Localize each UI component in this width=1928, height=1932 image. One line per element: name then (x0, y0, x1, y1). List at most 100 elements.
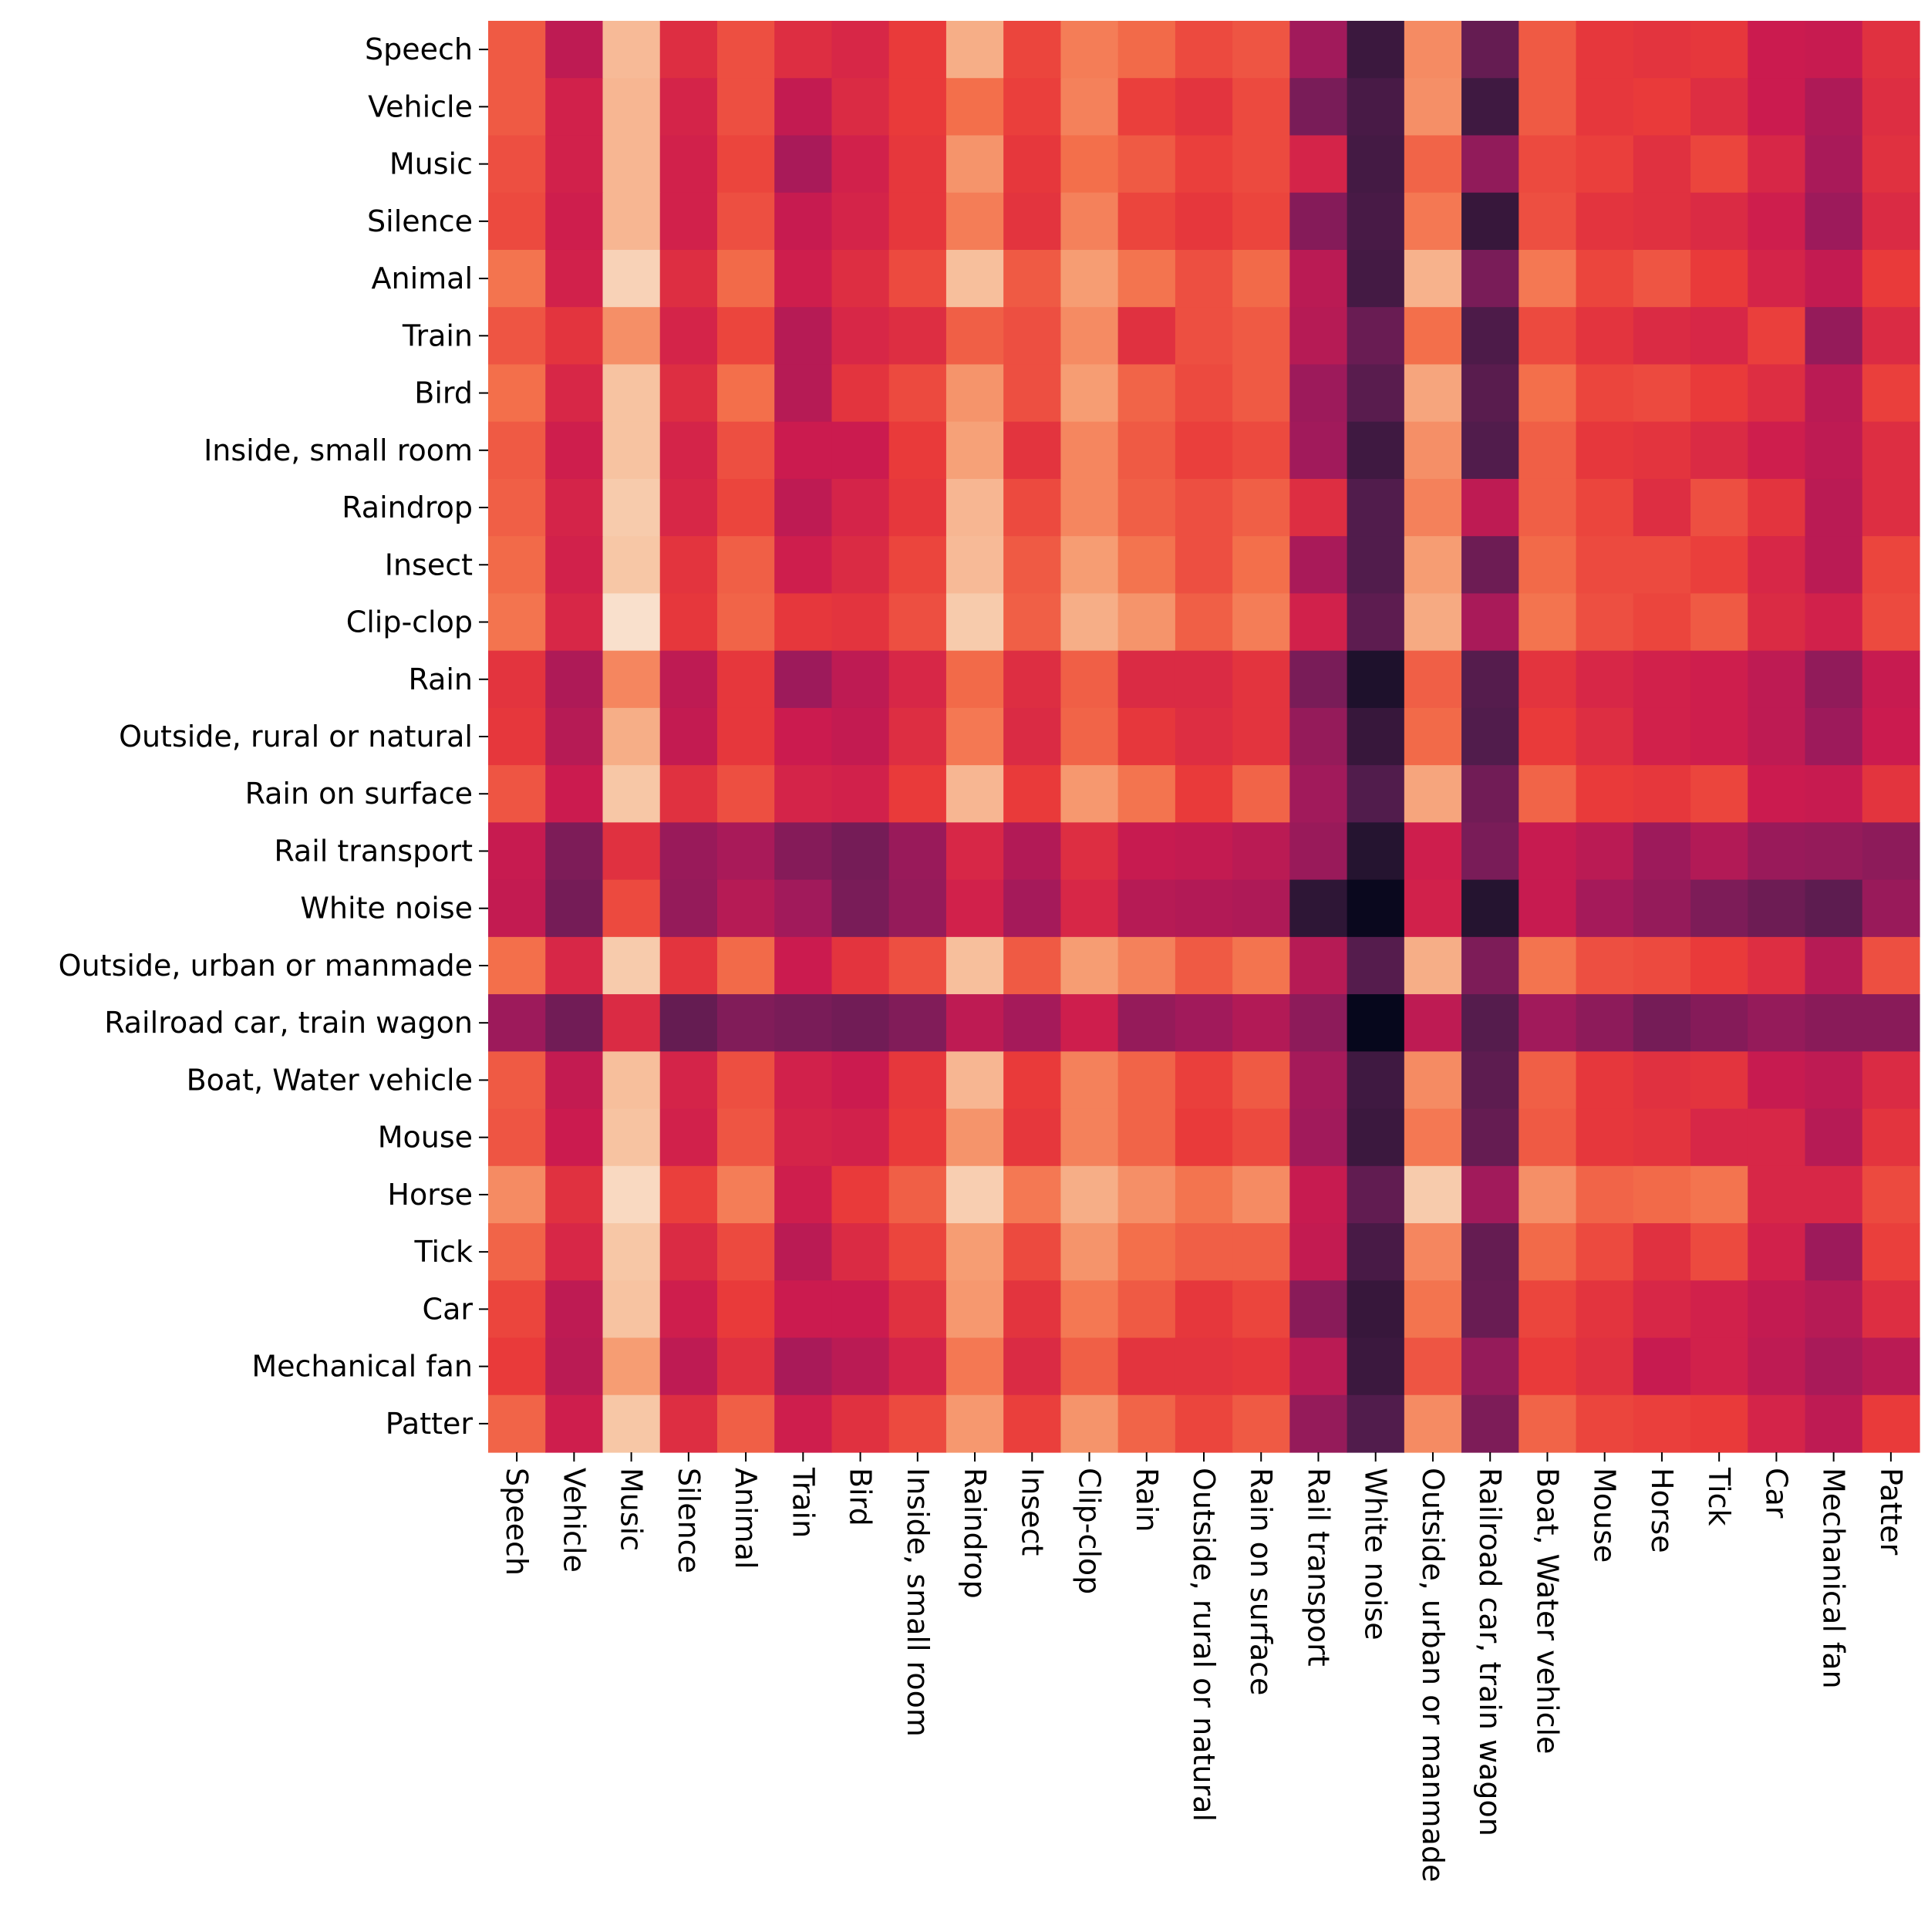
heatmap-cell (716, 478, 775, 537)
heatmap-cell (1690, 249, 1748, 308)
heatmap-cell (1805, 879, 1863, 938)
heatmap-cell (945, 1108, 1004, 1167)
heatmap-cell (1003, 478, 1061, 537)
heatmap-cell (1117, 364, 1176, 423)
heatmap-cell (1576, 765, 1634, 823)
heatmap-cell (1003, 879, 1061, 938)
heatmap-cell (1862, 593, 1920, 652)
y-tick-label: Music (389, 147, 473, 181)
heatmap-cell (831, 192, 890, 251)
heatmap-cell (831, 765, 890, 823)
heatmap-cell (1748, 135, 1806, 194)
heatmap-cell (545, 936, 604, 995)
heatmap-cell (774, 994, 833, 1052)
heatmap-cell (1576, 364, 1634, 423)
heatmap-cell (659, 936, 718, 995)
heatmap-cell (1175, 994, 1233, 1052)
heatmap-cell (1175, 765, 1233, 823)
heatmap-cell (545, 1223, 604, 1281)
heatmap-cell (888, 135, 947, 194)
heatmap-cell (1633, 78, 1691, 137)
heatmap-cell (1060, 707, 1119, 766)
heatmap-cell (1805, 765, 1863, 823)
heatmap-cell (488, 936, 546, 995)
heatmap-cell (774, 421, 833, 480)
heatmap-cell (1576, 135, 1634, 194)
heatmap-cell (1232, 593, 1290, 652)
heatmap-cell (774, 1108, 833, 1167)
heatmap-cell (1461, 307, 1519, 366)
heatmap-cell (1347, 994, 1405, 1052)
heatmap-cell (716, 1280, 775, 1339)
heatmap-cell (1576, 879, 1634, 938)
heatmap-cell (1289, 1165, 1348, 1224)
heatmap-cell (831, 78, 890, 137)
heatmap-cell (1060, 536, 1119, 594)
heatmap-cell (488, 536, 546, 594)
y-tick-label: Mechanical fan (251, 1350, 473, 1384)
heatmap-cell (1347, 765, 1405, 823)
heatmap-cell (945, 249, 1004, 308)
heatmap-cell (1175, 650, 1233, 709)
heatmap-cell (716, 192, 775, 251)
y-tick-label: Insect (385, 548, 473, 582)
heatmap-cell (1862, 78, 1920, 137)
x-tick-label: Outside, urban or manmade (1416, 1468, 1450, 1882)
heatmap-cell (1347, 536, 1405, 594)
heatmap-cell (1404, 765, 1462, 823)
heatmap-cell (945, 421, 1004, 480)
heatmap-cell (1805, 994, 1863, 1052)
heatmap-cell (1289, 1280, 1348, 1339)
heatmap-cell (1518, 421, 1577, 480)
heatmap-cell (831, 822, 890, 881)
heatmap-cell (774, 1280, 833, 1339)
heatmap-cell (1175, 707, 1233, 766)
heatmap-cell (1232, 421, 1290, 480)
heatmap-cell (1117, 307, 1176, 366)
heatmap-cell (1862, 364, 1920, 423)
heatmap-cell (716, 879, 775, 938)
heatmap-cell (1404, 1165, 1462, 1224)
heatmap-cell (1461, 478, 1519, 537)
y-tick-label: White noise (300, 892, 473, 926)
heatmap-cell (1461, 78, 1519, 137)
heatmap-cell (1805, 1394, 1863, 1453)
heatmap-cell (1289, 421, 1348, 480)
heatmap-cell (1805, 1223, 1863, 1281)
heatmap-cell (1633, 249, 1691, 308)
heatmap-cell (1404, 822, 1462, 881)
heatmap-cell (1404, 593, 1462, 652)
heatmap-cell (1805, 421, 1863, 480)
heatmap-cell (1289, 1223, 1348, 1281)
heatmap-cell (1289, 249, 1348, 308)
heatmap-cell (545, 1108, 604, 1167)
heatmap-cell (1117, 765, 1176, 823)
heatmap-cell (1003, 593, 1061, 652)
heatmap-cell (488, 421, 546, 480)
heatmap-cell (1690, 536, 1748, 594)
heatmap-cell (1289, 478, 1348, 537)
heatmap-cell (774, 1337, 833, 1396)
heatmap-cell (1117, 707, 1176, 766)
heatmap-cell (1633, 707, 1691, 766)
heatmap-cell (1862, 421, 1920, 480)
heatmap-cell (1175, 307, 1233, 366)
heatmap-cell (1175, 135, 1233, 194)
heatmap-cell (1289, 135, 1348, 194)
heatmap-cell (1003, 650, 1061, 709)
heatmap-cell (888, 478, 947, 537)
heatmap-cell (1518, 1337, 1577, 1396)
heatmap-cell (1862, 936, 1920, 995)
heatmap-cell (888, 1280, 947, 1339)
heatmap-cell (1748, 936, 1806, 995)
heatmap-cell (945, 707, 1004, 766)
heatmap-cell (545, 21, 604, 79)
heatmap-cell (888, 936, 947, 995)
heatmap-cell (1003, 707, 1061, 766)
heatmap-cell (716, 1223, 775, 1281)
heatmap-cell (659, 21, 718, 79)
heatmap-cell (1805, 593, 1863, 652)
heatmap-cell (659, 593, 718, 652)
heatmap-cell (1347, 593, 1405, 652)
